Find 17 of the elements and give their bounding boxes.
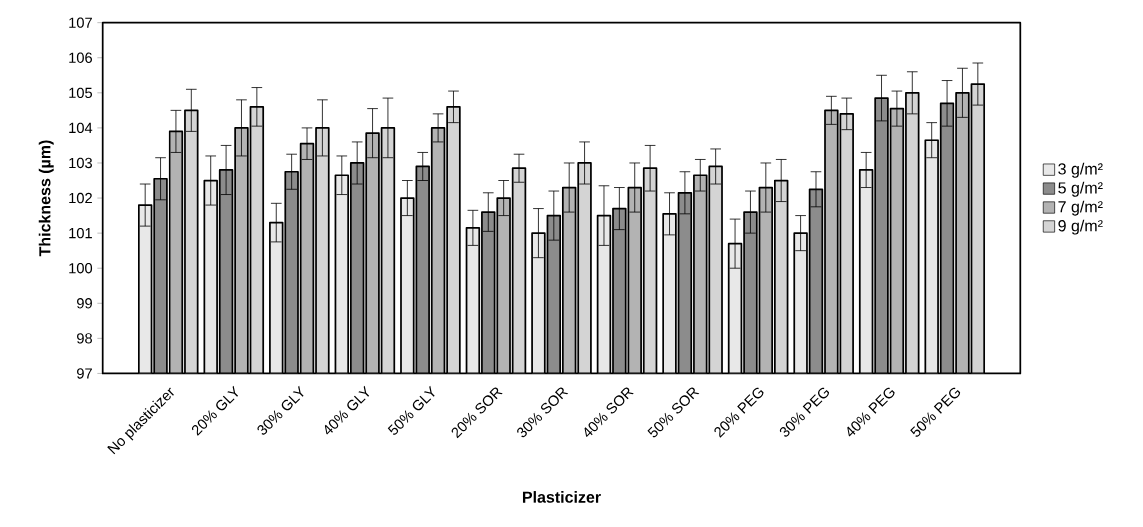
legend-label: 5 g/m² bbox=[1058, 181, 1103, 197]
y-tick-label: 100 bbox=[69, 263, 93, 274]
y-tick-label: 105 bbox=[69, 87, 93, 99]
y-tick-label: 104 bbox=[69, 122, 93, 134]
legend-label: 7 g/m² bbox=[1058, 200, 1103, 216]
y-tick-label: 99 bbox=[77, 298, 92, 309]
legend-label: 9 g/m² bbox=[1058, 219, 1103, 235]
y-tick-label: 98 bbox=[77, 333, 92, 344]
y-tick-label: 103 bbox=[69, 157, 92, 169]
x-axis-title: Plasticizer bbox=[522, 491, 601, 503]
y-tick-label: 106 bbox=[69, 52, 92, 64]
y-tick-label: 107 bbox=[69, 17, 92, 28]
y-tick-label: 97 bbox=[77, 368, 92, 379]
y-axis-title: Thickness (µm) bbox=[38, 140, 54, 257]
y-tick-label: 101 bbox=[69, 228, 92, 239]
y-tick-label: 102 bbox=[69, 192, 92, 204]
legend-label: 3 g/m² bbox=[1058, 162, 1103, 178]
